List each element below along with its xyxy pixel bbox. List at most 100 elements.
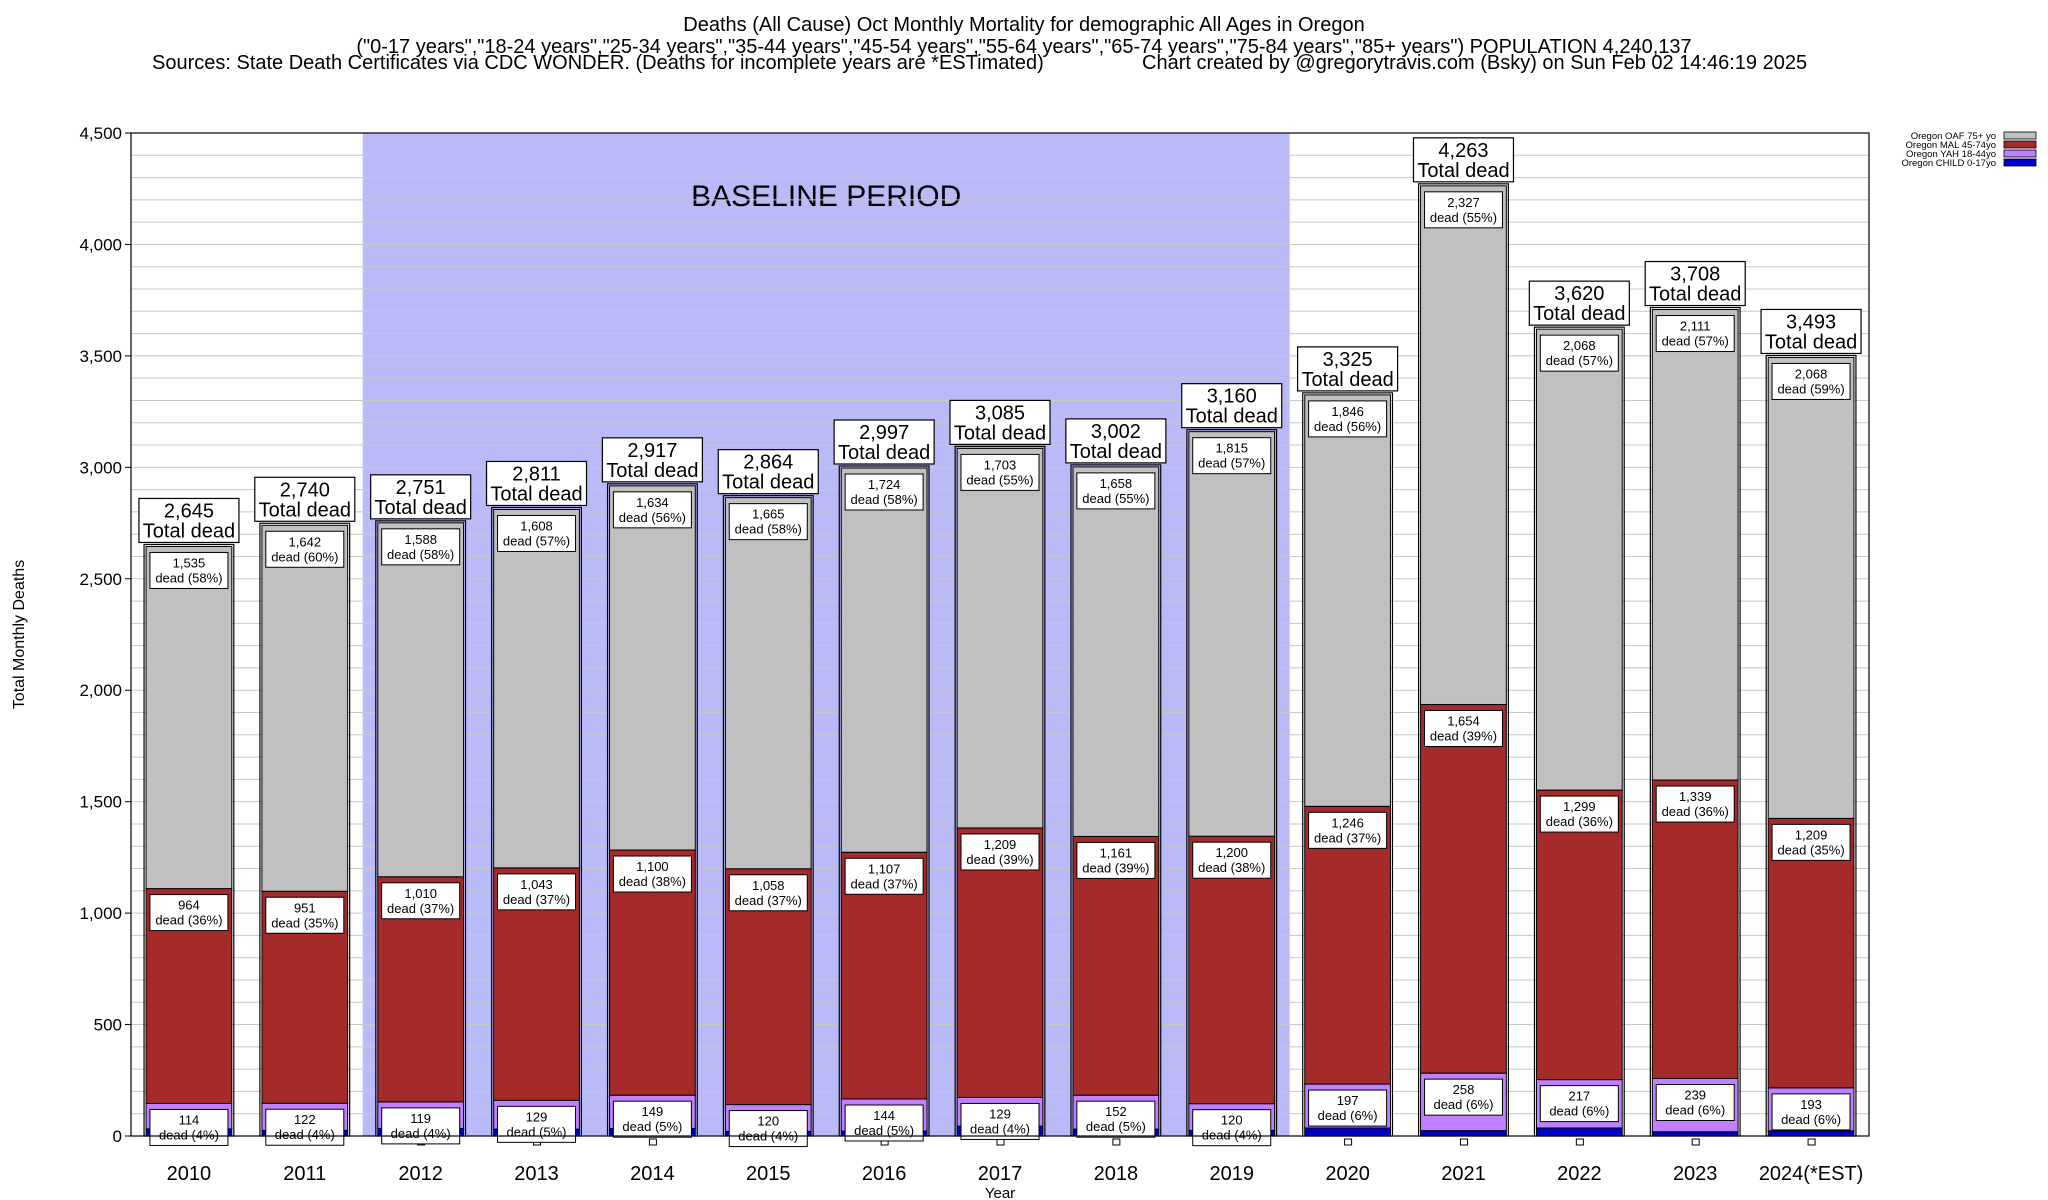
bar-segment-4 — [724, 497, 812, 870]
data-label-box — [381, 882, 461, 920]
data-label-text: 951 — [294, 900, 316, 915]
data-label-box — [1655, 785, 1735, 823]
data-label-text: dead (55%) — [966, 472, 1033, 487]
legend-label: Oregon OAF 75+ yo — [1911, 131, 1996, 142]
y-tick-label: 3,000 — [79, 458, 122, 477]
x-tick-label: 2010 — [167, 1163, 212, 1185]
chart-title-block: Deaths (All Cause) Oct Monthly Mortality… — [0, 14, 2048, 58]
data-label-text: 120 — [1221, 1113, 1243, 1128]
data-label-text: dead (37%) — [387, 901, 454, 916]
bar-segment-4 — [1535, 328, 1623, 791]
bar-segment-4 — [609, 485, 696, 851]
legend-swatch — [2003, 149, 2037, 158]
data-label-text: dead (58%) — [735, 522, 802, 537]
bar-segment-4 — [493, 508, 580, 869]
data-label-box — [497, 514, 577, 552]
data-label-box — [1423, 1078, 1503, 1116]
data-label-box — [1423, 191, 1503, 229]
data-label-text: dead (5%) — [507, 1124, 567, 1139]
bar-segment-4 — [1188, 431, 1276, 837]
data-label-text: 149 — [642, 1104, 664, 1119]
data-label-box — [149, 894, 229, 932]
x-tick-label: 2018 — [1094, 1163, 1139, 1185]
total-label-text: 2,997 — [859, 422, 909, 444]
x-tick-label: 2012 — [398, 1163, 443, 1185]
plot-frame — [130, 132, 1870, 1137]
data-label-box — [1308, 400, 1388, 438]
data-label-box — [844, 473, 924, 511]
bar-segment-3 — [1304, 805, 1391, 1085]
data-label-box — [1423, 709, 1503, 747]
x-tick-label: 2024(*EST) — [1759, 1163, 1864, 1185]
total-label-text: 2,645 — [164, 500, 214, 522]
total-label-text: 3,708 — [1670, 264, 1720, 286]
child-label-marker — [1344, 1138, 1353, 1146]
data-label-text: 1,724 — [868, 477, 901, 492]
bar-segment-4 — [1767, 356, 1855, 819]
total-label-text: Total dead — [143, 520, 235, 542]
y-tick-label: 4,500 — [79, 124, 122, 143]
data-label-text: 1,246 — [1331, 815, 1364, 830]
y-tick-label: 1,000 — [79, 904, 122, 923]
total-label-box — [1065, 418, 1167, 464]
total-label-text: 2,917 — [627, 440, 677, 462]
total-label-text: Total dead — [490, 483, 582, 505]
data-label-text: 239 — [1684, 1087, 1706, 1102]
data-label-text: 964 — [178, 898, 200, 913]
total-label-box — [1181, 383, 1283, 429]
data-label-text: 1,642 — [289, 534, 322, 549]
child-label-marker — [1807, 1138, 1816, 1146]
data-label-text: 1,299 — [1563, 799, 1596, 814]
data-label-box — [1655, 1083, 1735, 1121]
bar-segment-3 — [956, 827, 1044, 1098]
child-label-marker — [1112, 1138, 1121, 1146]
data-label-text: 114 — [179, 1112, 200, 1127]
data-label-text: dead (58%) — [387, 547, 454, 562]
total-label-text: Total dead — [1533, 303, 1625, 325]
chart-sources: Sources: State Death Certificates via CD… — [152, 52, 1044, 74]
chart-credit: Chart created by @gregorytravis.com (Bsk… — [1142, 52, 1808, 74]
data-label-text: dead (36%) — [1546, 814, 1613, 829]
y-tick-label: 500 — [94, 1016, 122, 1035]
bar-segment-4 — [145, 545, 233, 890]
total-label-text: Total dead — [1765, 331, 1857, 353]
bar-segment-3 — [1188, 835, 1276, 1105]
bar-segment-1 — [1651, 1131, 1739, 1137]
y-tick-label: 2,000 — [79, 681, 122, 700]
bar-segment-1 — [1767, 1130, 1855, 1137]
data-label-text: dead (4%) — [159, 1127, 219, 1142]
data-label-text: 1,815 — [1215, 441, 1248, 456]
data-label-text: dead (37%) — [851, 876, 918, 891]
child-label-marker — [1459, 1138, 1468, 1146]
bar-segment-3 — [1420, 703, 1507, 1074]
data-label-box — [497, 873, 577, 911]
data-label-text: 120 — [757, 1114, 779, 1129]
total-label-box — [370, 474, 472, 520]
bar-segment-4 — [1072, 466, 1160, 837]
child-label-marker — [648, 1138, 657, 1146]
data-label-box — [960, 1102, 1040, 1140]
data-label-box — [960, 833, 1040, 871]
total-label-text: Total dead — [259, 499, 351, 521]
total-label-text: Total dead — [1649, 284, 1741, 306]
legend-label: Oregon YAH 18-44yo — [1906, 149, 1996, 160]
data-label-text: 1,200 — [1215, 845, 1248, 860]
total-label-box — [601, 437, 704, 483]
data-label-text: dead (57%) — [1662, 334, 1729, 349]
